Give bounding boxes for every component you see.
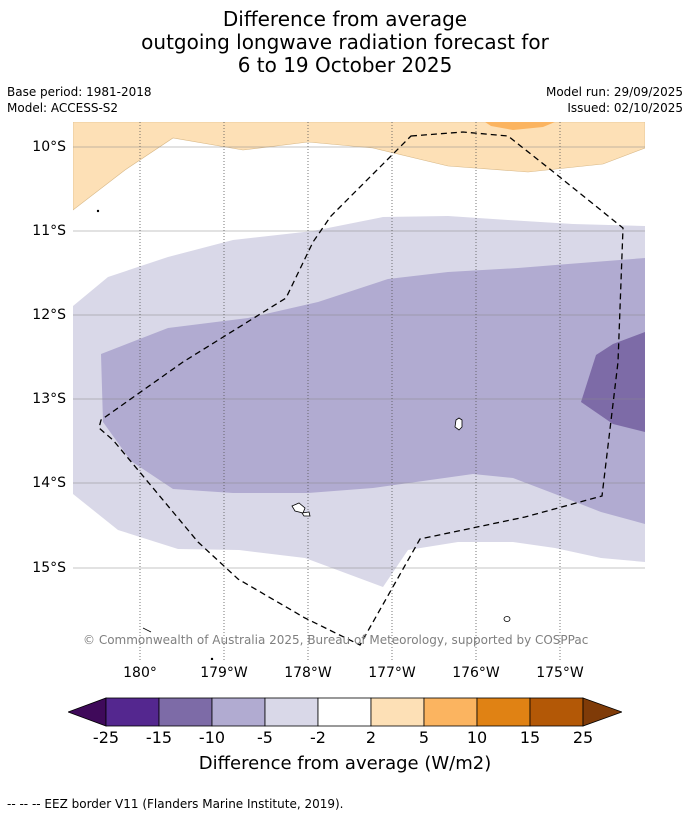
island-wallis (454, 417, 463, 431)
lat-label-13S: 13°S (32, 391, 66, 407)
model-run: Model run: 29/09/2025 (545, 85, 683, 99)
issued-date: Issued: 02/10/2025 (567, 101, 683, 115)
lat-label-12S: 12°S (32, 307, 66, 323)
colorbar-bin-8 (476, 697, 531, 727)
colorbar-tick: -2 (310, 728, 326, 747)
colorbar-bin-7 (423, 697, 478, 727)
colorbar-extend-low (68, 697, 107, 727)
eez-border (98, 131, 624, 646)
colorbar-tick: 10 (466, 728, 488, 747)
colorbar-bin-1 (105, 697, 160, 727)
graticule (73, 146, 645, 569)
colorbar-bin-2 (158, 697, 213, 727)
lat-label-11S: 11°S (32, 223, 66, 239)
eez-footnote: -- -- -- EEZ border V11 (Flanders Marine… (7, 797, 344, 811)
lon-label-178W: 178°W (284, 665, 332, 681)
colorbar (68, 697, 622, 727)
island-small-east (503, 616, 511, 622)
lon-label-177W: 177°W (368, 665, 416, 681)
colorbar-tick: 5 (418, 728, 430, 747)
lat-label-10S: 10°S (32, 139, 66, 155)
colorbar-tick: 15 (519, 728, 541, 747)
meta-right: Model run: 29/09/2025 Issued: 02/10/2025 (546, 84, 683, 116)
lon-label-176W: 176°W (452, 665, 500, 681)
colorbar-bin-9 (529, 697, 584, 727)
colorbar-bin-3 (211, 697, 266, 727)
model-name: Model: ACCESS-S2 (7, 101, 119, 115)
colorbar-tick: 25 (572, 728, 594, 747)
lat-label-15S: 15°S (32, 560, 66, 576)
contour-positive-medium (485, 122, 555, 130)
colorbar-tick: -5 (257, 728, 273, 747)
map-title: Difference from average outgoing longwav… (0, 8, 690, 77)
contour-positive-light (73, 122, 645, 211)
islands (96, 209, 511, 660)
meta-left: Base period: 1981-2018 Model: ACCESS-S2 (7, 84, 152, 116)
title-line-3: 6 to 19 October 2025 (237, 53, 453, 77)
island-alofi (301, 511, 311, 517)
contour-negative-strong (581, 332, 645, 432)
lon-label-180: 180° (123, 665, 157, 681)
colorbar-tick: 2 (365, 728, 377, 747)
map-canvas[interactable] (73, 122, 645, 660)
colorbar-tick: -25 (92, 728, 120, 747)
lon-label-175W: 175°W (536, 665, 584, 681)
lat-label-14S: 14°S (32, 475, 66, 491)
island-dot-south (210, 657, 214, 660)
colorbar-bin-5 (317, 697, 372, 727)
contour-negative-medium (101, 258, 645, 524)
title-line-2: outgoing longwave radiation forecast for (141, 30, 549, 54)
island-small-sw (142, 627, 152, 633)
island-futuna (291, 502, 306, 514)
colorbar-tick: -10 (198, 728, 226, 747)
colorbar-bin-4 (264, 697, 319, 727)
lon-label-179W: 179°W (200, 665, 248, 681)
island-dot (96, 209, 100, 213)
title-line-1: Difference from average (222, 7, 468, 31)
colorbar-tick: -15 (145, 728, 173, 747)
base-period: Base period: 1981-2018 (7, 85, 152, 99)
colorbar-extend-high (582, 697, 622, 727)
colorbar-title: Difference from average (W/m2) (198, 753, 492, 774)
copyright-notice: © Commonwealth of Australia 2025, Bureau… (83, 633, 589, 647)
colorbar-bin-6 (370, 697, 425, 727)
